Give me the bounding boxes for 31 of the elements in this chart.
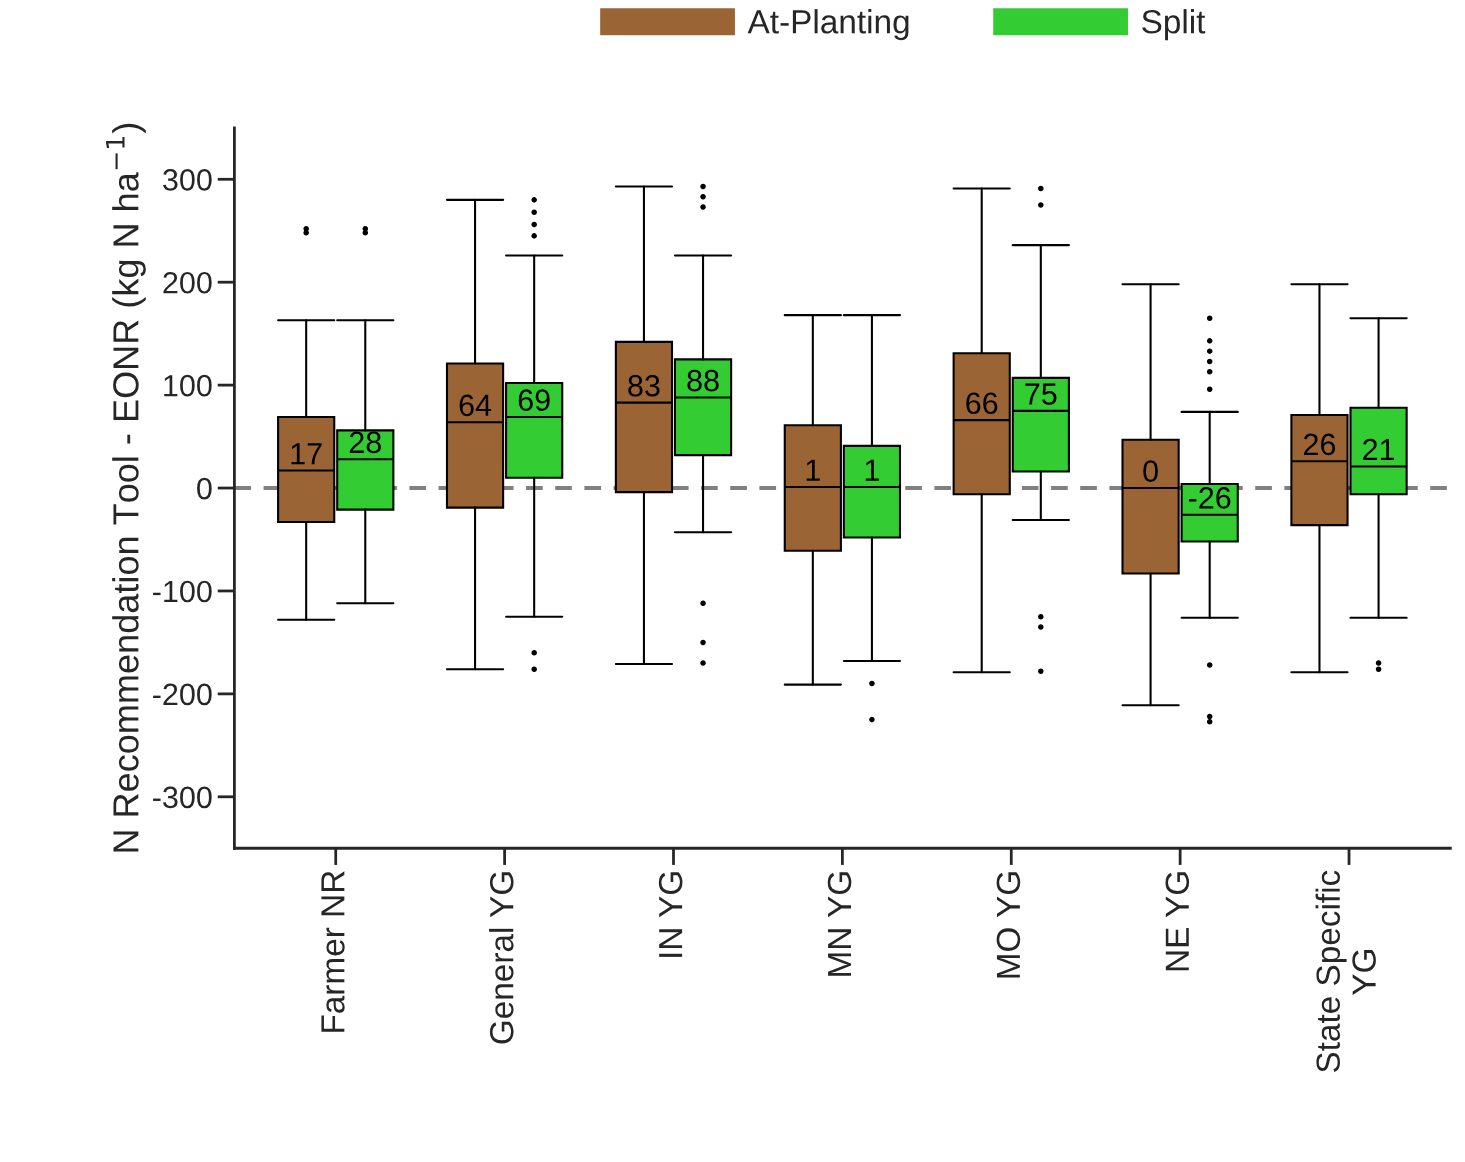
text: 75 xyxy=(1025,383,1057,405)
legend-label: At-Planting xyxy=(747,9,909,41)
y-tick-label: 100 xyxy=(164,374,212,397)
text: 26 xyxy=(1304,433,1336,456)
y-tick-label: -100 xyxy=(153,580,212,603)
y-tick-label: 200 xyxy=(163,271,212,294)
text: 88 xyxy=(687,369,719,392)
text: 66 xyxy=(966,392,998,415)
text: 1 xyxy=(865,459,879,481)
x-tick-label: MN YG xyxy=(827,872,852,976)
text: 83 xyxy=(628,374,660,397)
legend-label: Split xyxy=(1142,9,1206,41)
text: -26 xyxy=(1188,487,1231,509)
x-tick-label: Farmer NR xyxy=(321,871,345,1032)
x-tick-label: IN YG xyxy=(658,872,683,957)
x-tick-label: General YG xyxy=(489,872,514,1044)
y-axis-title: N Recommendation Tool - EONR (kg N ha$^{−1}$) xyxy=(106,123,146,852)
text: 64 xyxy=(459,394,492,417)
y-tick-label: 300 xyxy=(163,169,212,191)
text: 28 xyxy=(349,431,381,454)
text: 21 xyxy=(1363,438,1395,461)
text: 17 xyxy=(291,443,322,465)
x-tick-label: MO YG xyxy=(996,872,1021,978)
text: 1 xyxy=(806,459,820,481)
text: 69 xyxy=(518,389,550,411)
y-tick-label: -300 xyxy=(153,786,212,809)
y-tick-label: -200 xyxy=(153,683,212,706)
x-tick-label: NE YG xyxy=(1165,872,1190,971)
y-tick-label: 0 xyxy=(197,477,212,500)
x-tick-label: State Specific YG xyxy=(1315,870,1376,1073)
text: 0 xyxy=(1143,460,1158,482)
